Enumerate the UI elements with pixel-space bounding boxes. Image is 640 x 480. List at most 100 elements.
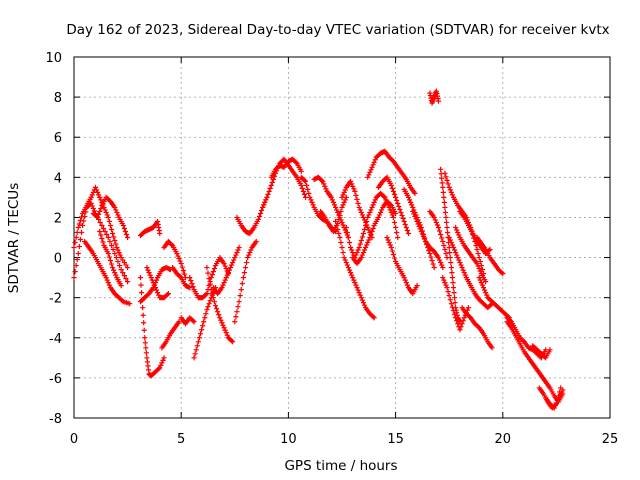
data-point — [336, 230, 342, 237]
data-point — [102, 228, 108, 235]
data-point — [221, 260, 227, 267]
series-arc-38 — [442, 170, 487, 277]
data-point — [342, 187, 348, 193]
data-point — [77, 236, 84, 243]
x-tick-label: 15 — [387, 432, 404, 447]
data-point — [357, 292, 363, 298]
data-point — [357, 207, 363, 213]
data-point — [362, 244, 369, 251]
data-point — [115, 258, 121, 265]
data-point — [393, 194, 399, 200]
data-point — [442, 280, 448, 286]
data-point — [369, 164, 375, 170]
data-point — [455, 229, 461, 236]
data-point — [73, 234, 79, 241]
series-arc-49 — [543, 387, 566, 411]
data-point — [507, 318, 513, 324]
data-point — [164, 292, 170, 298]
data-point — [205, 304, 211, 310]
data-point — [223, 265, 229, 272]
data-point — [298, 168, 304, 174]
data-point — [443, 250, 449, 257]
data-point — [228, 262, 235, 268]
data-point — [267, 185, 273, 191]
data-point — [140, 305, 146, 311]
data-point — [226, 267, 233, 273]
data-point — [192, 351, 198, 357]
data-point — [370, 162, 376, 168]
data-point — [390, 188, 397, 194]
data-point — [194, 343, 200, 349]
data-point — [108, 261, 115, 267]
data-point — [118, 283, 124, 289]
data-point — [475, 263, 481, 269]
data-point — [202, 315, 208, 321]
data-point — [193, 347, 199, 353]
series-arc-3 — [82, 238, 133, 307]
data-point — [453, 249, 459, 256]
data-point — [137, 275, 144, 281]
data-point — [442, 209, 449, 216]
data-point — [436, 228, 443, 234]
data-point — [177, 274, 183, 280]
data-point — [142, 340, 148, 346]
data-point — [442, 246, 448, 253]
data-point — [232, 254, 238, 261]
data-point — [372, 157, 378, 163]
data-point — [429, 257, 435, 264]
data-point — [405, 194, 412, 200]
series-arc-4 — [90, 194, 131, 241]
data-point — [393, 210, 399, 217]
data-point — [72, 268, 78, 275]
data-point — [195, 339, 201, 345]
series-arc-17 — [210, 244, 242, 297]
data-point — [452, 300, 458, 306]
series-arc-39 — [446, 234, 495, 311]
data-point — [114, 244, 120, 251]
data-point — [449, 242, 456, 248]
data-point — [78, 229, 85, 236]
data-point — [79, 222, 86, 229]
data-point — [220, 322, 226, 328]
data-point — [209, 291, 215, 297]
data-point — [112, 250, 118, 257]
data-point — [370, 202, 376, 208]
data-point — [301, 177, 308, 183]
data-point — [446, 184, 452, 190]
data-point — [432, 217, 438, 223]
data-point — [413, 216, 419, 222]
data-point — [447, 297, 453, 303]
data-point — [356, 244, 362, 251]
data-point — [265, 191, 271, 197]
data-point — [403, 280, 409, 286]
data-point — [71, 244, 77, 251]
data-point — [446, 234, 452, 241]
chart-title: Day 162 of 2023, Sidereal Day-to-day VTE… — [66, 22, 609, 38]
data-point — [308, 197, 314, 203]
data-point — [345, 264, 352, 271]
data-point — [367, 234, 373, 241]
series-arc-16 — [204, 264, 236, 345]
data-point — [339, 204, 345, 211]
data-point — [158, 362, 164, 368]
data-point — [449, 192, 456, 198]
data-point — [174, 250, 180, 257]
data-point — [444, 229, 451, 236]
data-point — [447, 237, 453, 243]
data-point — [221, 325, 227, 331]
data-point — [449, 269, 455, 276]
data-point — [120, 269, 126, 276]
data-point — [176, 319, 182, 325]
data-point — [354, 249, 360, 256]
data-point — [142, 335, 148, 341]
data-point — [117, 252, 123, 258]
data-point — [402, 277, 408, 283]
data-point — [362, 222, 369, 229]
data-point — [398, 209, 404, 216]
data-point — [442, 170, 448, 176]
data-point — [200, 323, 206, 329]
data-point — [216, 312, 222, 318]
data-point — [266, 188, 272, 194]
data-point — [256, 213, 263, 220]
data-point — [441, 242, 447, 249]
